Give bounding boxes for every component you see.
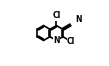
Text: Cl: Cl (52, 11, 60, 20)
Text: N: N (53, 36, 60, 45)
Text: N: N (76, 16, 82, 24)
Text: Cl: Cl (67, 37, 75, 46)
